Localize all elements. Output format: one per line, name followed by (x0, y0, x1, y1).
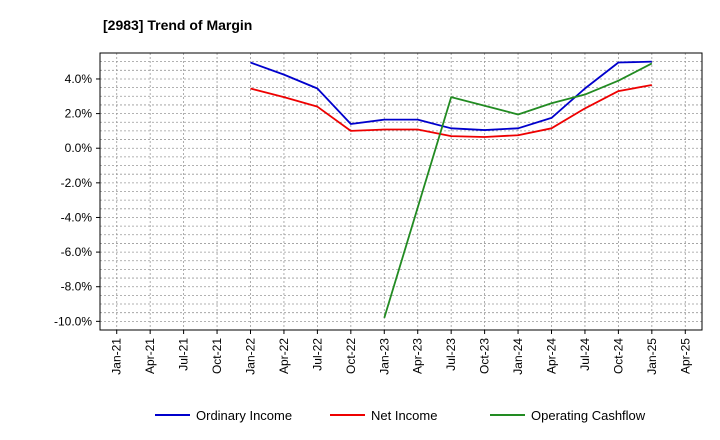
x-tick-label: Jan-25 (645, 338, 659, 375)
x-tick-label: Apr-23 (411, 338, 425, 374)
legend-label: Ordinary Income (196, 408, 292, 423)
x-tick-label: Oct-21 (210, 338, 224, 374)
legend-label: Net Income (371, 408, 437, 423)
series-line-net-income (250, 84, 652, 138)
x-tick-label: Oct-23 (478, 338, 492, 374)
legend: Ordinary Income Net Income Operating Cashf… (155, 408, 646, 423)
x-tick-label: Apr-24 (545, 338, 559, 374)
x-tick-label: Jul-24 (578, 338, 592, 371)
series-line-ordinary-income (250, 60, 652, 131)
x-tick-label: Jul-22 (310, 338, 324, 371)
x-tick-label: Jan-21 (110, 338, 124, 375)
plot-frame (99, 52, 703, 331)
y-tick-label: 2.0% (65, 107, 93, 121)
y-tick-label: -2.0% (61, 176, 93, 190)
x-tick-label: Jul-21 (177, 338, 191, 371)
x-tick-label: Apr-21 (143, 338, 157, 374)
y-tick-label: -4.0% (61, 210, 93, 224)
y-tick-label: 4.0% (65, 72, 93, 86)
x-tick-label: Jan-22 (244, 338, 258, 375)
x-tick-label: Jul-23 (444, 338, 458, 371)
series-layer (250, 60, 653, 319)
y-axis: 4.0% 2.0% 0.0% -2.0% -4.0% -6.0% -8.0% -10.0% (54, 72, 100, 328)
x-axis: Jan-21 Apr-21 Jul-21 Oct-21 Jan-22 Apr-22 Jul-… (110, 330, 692, 375)
y-tick-label: -10.0% (54, 314, 92, 328)
grid (100, 53, 702, 330)
y-tick-label: -6.0% (61, 245, 93, 259)
x-tick-label: Apr-25 (678, 338, 692, 374)
x-tick-label: Oct-22 (344, 338, 358, 374)
x-tick-label: Jan-23 (377, 338, 391, 375)
series-line-operating-cashflow (383, 62, 653, 319)
y-tick-label: 0.0% (65, 141, 93, 155)
x-tick-label: Oct-24 (611, 338, 625, 374)
x-tick-label: Apr-22 (277, 338, 291, 374)
legend-label: Operating Cashflow (531, 408, 646, 423)
x-tick-label: Jan-24 (511, 338, 525, 375)
y-tick-label: -8.0% (61, 280, 93, 294)
chart-title: [2983] Trend of Margin (103, 17, 252, 33)
